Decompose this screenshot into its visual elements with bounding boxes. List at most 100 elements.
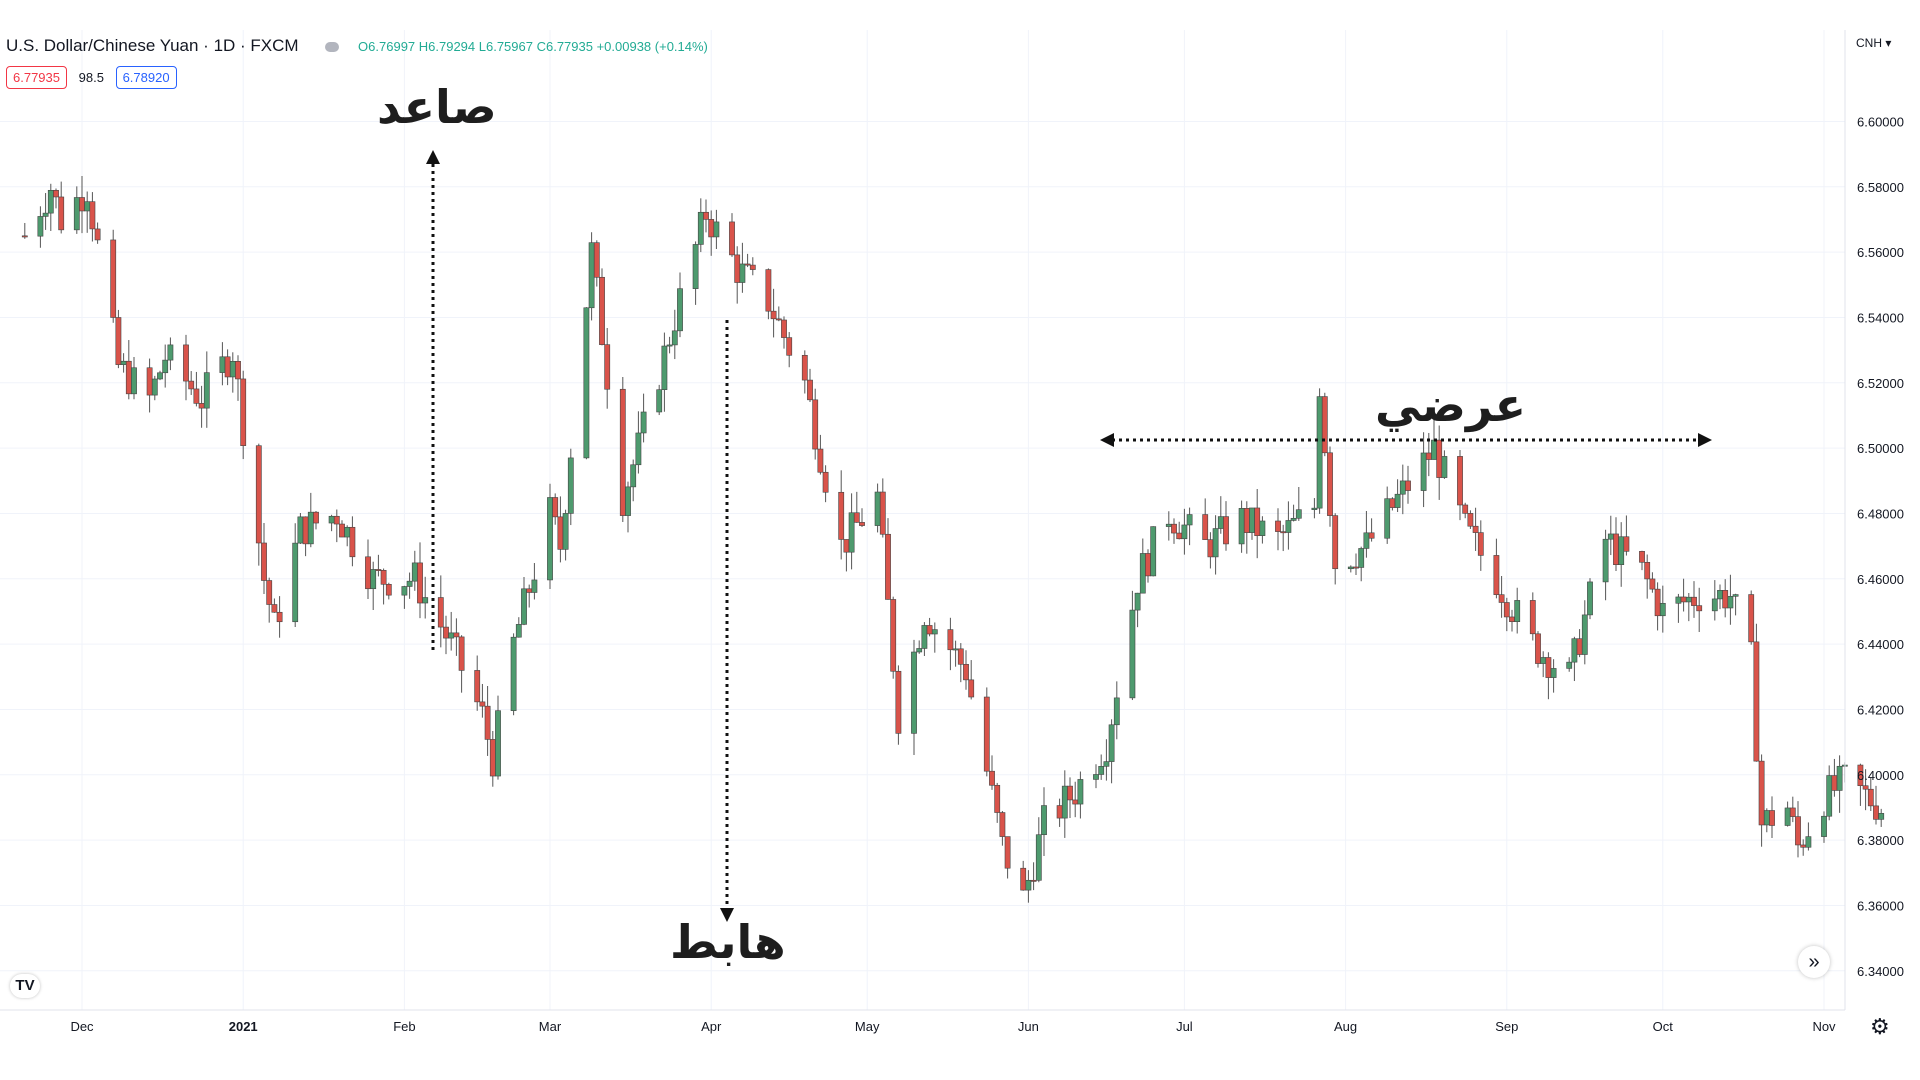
candle <box>749 257 756 276</box>
candle <box>1056 798 1063 827</box>
candle <box>1831 758 1838 797</box>
candle <box>822 465 829 503</box>
candle <box>1800 839 1807 856</box>
candle <box>640 393 647 443</box>
candle <box>1327 446 1333 527</box>
scroll-to-latest-icon[interactable]: » <box>1798 946 1830 978</box>
candle <box>1805 822 1812 851</box>
candle <box>1358 546 1365 582</box>
ask-price[interactable]: 6.78920 <box>115 66 177 89</box>
candle <box>1207 532 1214 569</box>
candle <box>921 622 928 656</box>
price-tick-label: 6.58000 <box>1857 180 1904 195</box>
candle <box>302 516 309 557</box>
candle <box>963 650 969 690</box>
candle <box>1171 518 1177 544</box>
candle <box>989 755 995 790</box>
candle <box>890 596 897 679</box>
candle <box>583 307 590 460</box>
candle <box>1789 796 1796 823</box>
candle <box>1753 623 1760 762</box>
candle <box>1030 862 1037 891</box>
candle <box>84 191 91 233</box>
candle <box>739 242 746 293</box>
time-tick-label: Apr <box>701 1019 722 1034</box>
candle <box>1644 554 1651 599</box>
candle <box>630 459 637 502</box>
candle <box>339 520 345 538</box>
candle <box>1550 659 1557 693</box>
candle <box>37 206 44 248</box>
annotation-arrows <box>426 150 1712 922</box>
candle <box>333 509 340 543</box>
candle <box>895 665 902 745</box>
candle <box>697 198 704 253</box>
candle <box>885 518 891 600</box>
time-tick-label: Dec <box>70 1019 94 1034</box>
candle <box>604 327 611 409</box>
price-tick-label: 6.46000 <box>1857 572 1904 587</box>
candle <box>671 309 678 360</box>
candle <box>703 199 709 233</box>
time-tick-label: 2021 <box>229 1019 258 1034</box>
candle <box>666 336 673 354</box>
candle <box>1727 574 1734 625</box>
candle <box>1462 502 1469 519</box>
candle <box>1238 500 1245 553</box>
candle <box>1399 464 1406 515</box>
candle <box>495 695 501 780</box>
candle <box>1540 651 1547 678</box>
candle <box>625 481 631 533</box>
candle <box>843 539 850 572</box>
candle <box>203 351 210 428</box>
candle <box>1873 785 1879 825</box>
time-axis[interactable]: Dec 2021 Feb Mar Apr May Jun Jul Aug Sep Oct Nov <box>0 1009 1845 1034</box>
currency-selector[interactable]: CNH ▾ <box>1856 36 1892 50</box>
candle <box>692 241 699 305</box>
settings-icon[interactable]: ⚙ <box>1870 1014 1890 1039</box>
candle <box>448 611 455 651</box>
candle <box>1717 584 1723 610</box>
price-tick-label: 6.36000 <box>1857 898 1904 913</box>
candle <box>198 385 205 428</box>
candle <box>1748 590 1755 645</box>
candle <box>276 596 283 638</box>
candle <box>79 176 85 234</box>
candle <box>1685 593 1692 622</box>
candle <box>370 561 377 611</box>
candle <box>775 306 782 322</box>
candle <box>344 525 351 547</box>
candle <box>1639 550 1645 571</box>
price-axis[interactable]: 6.60000 6.58000 6.56000 6.54000 6.52000 6.500… <box>1844 30 1904 1010</box>
candle <box>484 685 491 756</box>
candle <box>1878 808 1885 827</box>
candle <box>292 523 299 628</box>
tradingview-logo-icon[interactable]: TV <box>10 974 40 998</box>
candle <box>167 337 174 371</box>
symbol-title[interactable]: U.S. Dollar/Chinese Yuan · 1D · FXCM <box>6 36 299 55</box>
candle <box>1061 770 1068 838</box>
candle <box>1675 593 1682 623</box>
candle <box>713 209 720 249</box>
candle <box>521 577 527 626</box>
candle <box>115 309 122 369</box>
candle <box>515 617 522 638</box>
candle <box>926 617 933 637</box>
spread-value: 98.5 <box>78 70 104 85</box>
candle <box>781 316 787 349</box>
candle <box>1035 817 1042 883</box>
candle <box>1405 465 1411 504</box>
candle <box>58 181 65 234</box>
candle <box>1545 652 1552 700</box>
price-tick-label: 6.48000 <box>1857 506 1904 521</box>
candle <box>411 550 418 591</box>
candle <box>385 582 392 600</box>
candle <box>1259 516 1266 544</box>
symbol-header[interactable]: U.S. Dollar/Chinese Yuan · 1D · FXCM O6.… <box>6 36 708 56</box>
candle <box>1618 522 1625 587</box>
candle <box>552 493 559 525</box>
candle <box>183 334 189 401</box>
candle <box>94 222 101 244</box>
bid-price[interactable]: 6.77935 <box>6 66 67 89</box>
